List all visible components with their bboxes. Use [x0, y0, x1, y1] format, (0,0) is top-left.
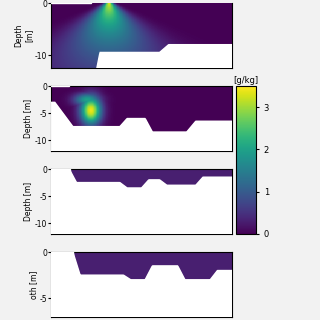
Polygon shape: [53, 169, 55, 234]
Text: (c) West Mid (WM): (c) West Mid (WM): [156, 222, 227, 231]
Polygon shape: [63, 169, 65, 234]
Polygon shape: [60, 169, 61, 234]
Polygon shape: [62, 169, 64, 234]
Polygon shape: [51, 45, 232, 71]
Polygon shape: [60, 169, 62, 234]
Polygon shape: [50, 169, 52, 234]
Polygon shape: [67, 169, 69, 234]
Polygon shape: [51, 85, 69, 86]
Polygon shape: [62, 169, 64, 234]
Polygon shape: [51, 1, 91, 3]
Polygon shape: [52, 169, 54, 234]
Polygon shape: [52, 169, 53, 234]
Polygon shape: [56, 169, 58, 234]
Polygon shape: [58, 169, 60, 234]
Polygon shape: [64, 169, 65, 234]
Polygon shape: [58, 169, 59, 234]
Polygon shape: [61, 169, 63, 234]
Polygon shape: [53, 169, 54, 234]
Polygon shape: [54, 169, 56, 234]
Polygon shape: [51, 169, 53, 234]
Y-axis label: Depth [m]: Depth [m]: [24, 99, 33, 138]
Y-axis label: oth [m]: oth [m]: [29, 270, 38, 299]
Polygon shape: [59, 169, 60, 234]
Text: (b) East Mid (EM): (b) East Mid (EM): [161, 139, 227, 148]
Polygon shape: [65, 169, 67, 234]
Polygon shape: [51, 169, 232, 234]
Polygon shape: [51, 252, 232, 320]
Y-axis label: Depth [m]: Depth [m]: [24, 182, 33, 221]
Polygon shape: [57, 169, 59, 234]
Polygon shape: [68, 169, 70, 234]
Polygon shape: [65, 169, 67, 234]
Polygon shape: [54, 169, 56, 234]
Polygon shape: [60, 169, 62, 234]
Polygon shape: [55, 169, 57, 234]
Y-axis label: Depth
[m]: Depth [m]: [14, 24, 33, 47]
Polygon shape: [51, 169, 69, 234]
Polygon shape: [51, 102, 232, 151]
Title: [g/kg]: [g/kg]: [233, 76, 259, 85]
Polygon shape: [66, 169, 68, 234]
Polygon shape: [51, 247, 73, 320]
Polygon shape: [67, 169, 68, 234]
Polygon shape: [56, 169, 58, 234]
Polygon shape: [64, 169, 66, 234]
